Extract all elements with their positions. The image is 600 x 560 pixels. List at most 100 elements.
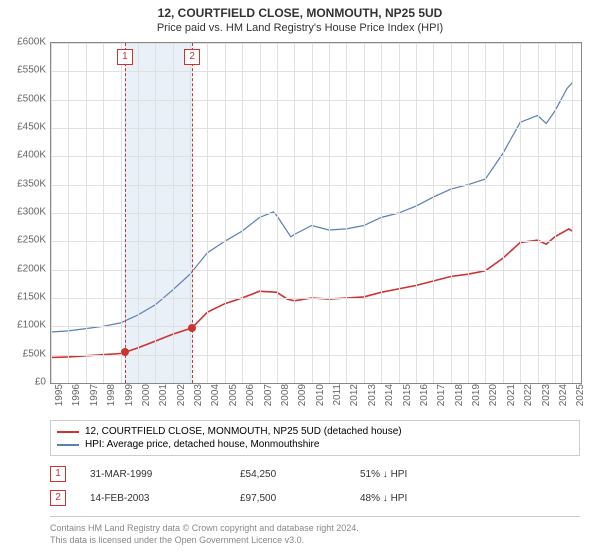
- x-axis-label: 2011: [332, 384, 343, 414]
- grid-line: [225, 43, 226, 383]
- legend-label: 12, COURTFIELD CLOSE, MONMOUTH, NP25 5UD…: [85, 426, 402, 437]
- grid-line: [242, 43, 243, 383]
- x-axis-label: 2023: [541, 384, 552, 414]
- chart-subtitle: Price paid vs. HM Land Registry's House …: [0, 20, 600, 38]
- grid-line: [51, 270, 581, 271]
- event-line: [125, 43, 126, 383]
- event-number: 2: [50, 490, 66, 506]
- grid-line: [346, 43, 347, 383]
- x-axis-label: 2013: [367, 384, 378, 414]
- footer-line-1: Contains HM Land Registry data © Crown c…: [50, 523, 580, 535]
- grid-line: [51, 326, 581, 327]
- event-date: 14-FEB-2003: [90, 493, 240, 504]
- grid-line: [312, 43, 313, 383]
- grid-line: [451, 43, 452, 383]
- grid-line: [68, 43, 69, 383]
- grid-line: [51, 156, 581, 157]
- event-date: 31-MAR-1999: [90, 469, 240, 480]
- x-axis-label: 2004: [210, 384, 221, 414]
- events-table: 131-MAR-1999£54,25051% ↓ HPI214-FEB-2003…: [50, 462, 580, 510]
- event-dot: [121, 348, 129, 356]
- grid-line: [138, 43, 139, 383]
- grid-line: [520, 43, 521, 383]
- x-axis-label: 2002: [176, 384, 187, 414]
- x-axis-label: 2025: [575, 384, 586, 414]
- legend-item: 12, COURTFIELD CLOSE, MONMOUTH, NP25 5UD…: [57, 425, 573, 438]
- x-axis-label: 1995: [54, 384, 65, 414]
- event-price: £97,500: [240, 493, 360, 504]
- grid-line: [260, 43, 261, 383]
- grid-line: [121, 43, 122, 383]
- event-marker-box: 1: [117, 49, 133, 65]
- x-axis-label: 2015: [402, 384, 413, 414]
- chart-plot-area: 12: [50, 42, 582, 384]
- grid-line: [538, 43, 539, 383]
- grid-line: [51, 298, 581, 299]
- y-axis-label: £400K: [2, 150, 46, 161]
- y-axis-label: £350K: [2, 178, 46, 189]
- grid-line: [503, 43, 504, 383]
- x-axis-label: 2019: [471, 384, 482, 414]
- y-axis-label: £250K: [2, 235, 46, 246]
- event-number: 1: [50, 466, 66, 482]
- grid-line: [103, 43, 104, 383]
- x-axis-label: 2017: [436, 384, 447, 414]
- y-axis-label: £0: [2, 377, 46, 388]
- y-axis-label: £550K: [2, 65, 46, 76]
- grid-line: [294, 43, 295, 383]
- grid-line: [277, 43, 278, 383]
- grid-line: [572, 43, 573, 383]
- event-delta: 51% ↓ HPI: [360, 469, 480, 480]
- footer-line-2: This data is licensed under the Open Gov…: [50, 535, 580, 547]
- grid-line: [207, 43, 208, 383]
- x-axis-label: 2005: [228, 384, 239, 414]
- legend-label: HPI: Average price, detached house, Monm…: [85, 439, 319, 450]
- event-marker-box: 2: [184, 49, 200, 65]
- event-line: [192, 43, 193, 383]
- grid-line: [433, 43, 434, 383]
- event-row: 2 14-FEB-2003£97,50048% ↓ HPI: [50, 486, 580, 510]
- x-axis-label: 2024: [558, 384, 569, 414]
- x-axis-label: 1999: [124, 384, 135, 414]
- grid-line: [51, 128, 581, 129]
- grid-line: [51, 43, 581, 44]
- grid-line: [51, 241, 581, 242]
- y-axis-label: £300K: [2, 207, 46, 218]
- y-axis-label: £100K: [2, 320, 46, 331]
- grid-line: [381, 43, 382, 383]
- grid-line: [555, 43, 556, 383]
- legend-item: HPI: Average price, detached house, Monm…: [57, 438, 573, 451]
- x-axis-label: 2022: [523, 384, 534, 414]
- grid-line: [155, 43, 156, 383]
- event-delta: 48% ↓ HPI: [360, 493, 480, 504]
- x-axis-label: 2001: [158, 384, 169, 414]
- grid-line: [399, 43, 400, 383]
- y-axis-label: £200K: [2, 263, 46, 274]
- x-axis-label: 2016: [419, 384, 430, 414]
- x-axis-label: 2008: [280, 384, 291, 414]
- grid-line: [51, 213, 581, 214]
- x-axis-label: 2006: [245, 384, 256, 414]
- legend-swatch: [57, 431, 79, 433]
- x-axis-label: 2010: [315, 384, 326, 414]
- x-axis-label: 2012: [349, 384, 360, 414]
- x-axis-label: 2009: [297, 384, 308, 414]
- grid-line: [51, 43, 52, 383]
- x-axis-label: 1996: [71, 384, 82, 414]
- x-axis-label: 1997: [89, 384, 100, 414]
- y-axis-label: £450K: [2, 122, 46, 133]
- grid-line: [51, 100, 581, 101]
- grid-line: [190, 43, 191, 383]
- grid-line: [51, 355, 581, 356]
- event-row: 131-MAR-1999£54,25051% ↓ HPI: [50, 462, 580, 486]
- x-axis-label: 2007: [263, 384, 274, 414]
- x-axis-label: 2003: [193, 384, 204, 414]
- chart-container: 12, COURTFIELD CLOSE, MONMOUTH, NP25 5UD…: [0, 0, 600, 560]
- x-axis-label: 2014: [384, 384, 395, 414]
- x-axis-label: 2021: [506, 384, 517, 414]
- grid-line: [51, 185, 581, 186]
- legend: 12, COURTFIELD CLOSE, MONMOUTH, NP25 5UD…: [50, 420, 580, 456]
- x-axis-label: 1998: [106, 384, 117, 414]
- x-axis-label: 2020: [488, 384, 499, 414]
- grid-line: [364, 43, 365, 383]
